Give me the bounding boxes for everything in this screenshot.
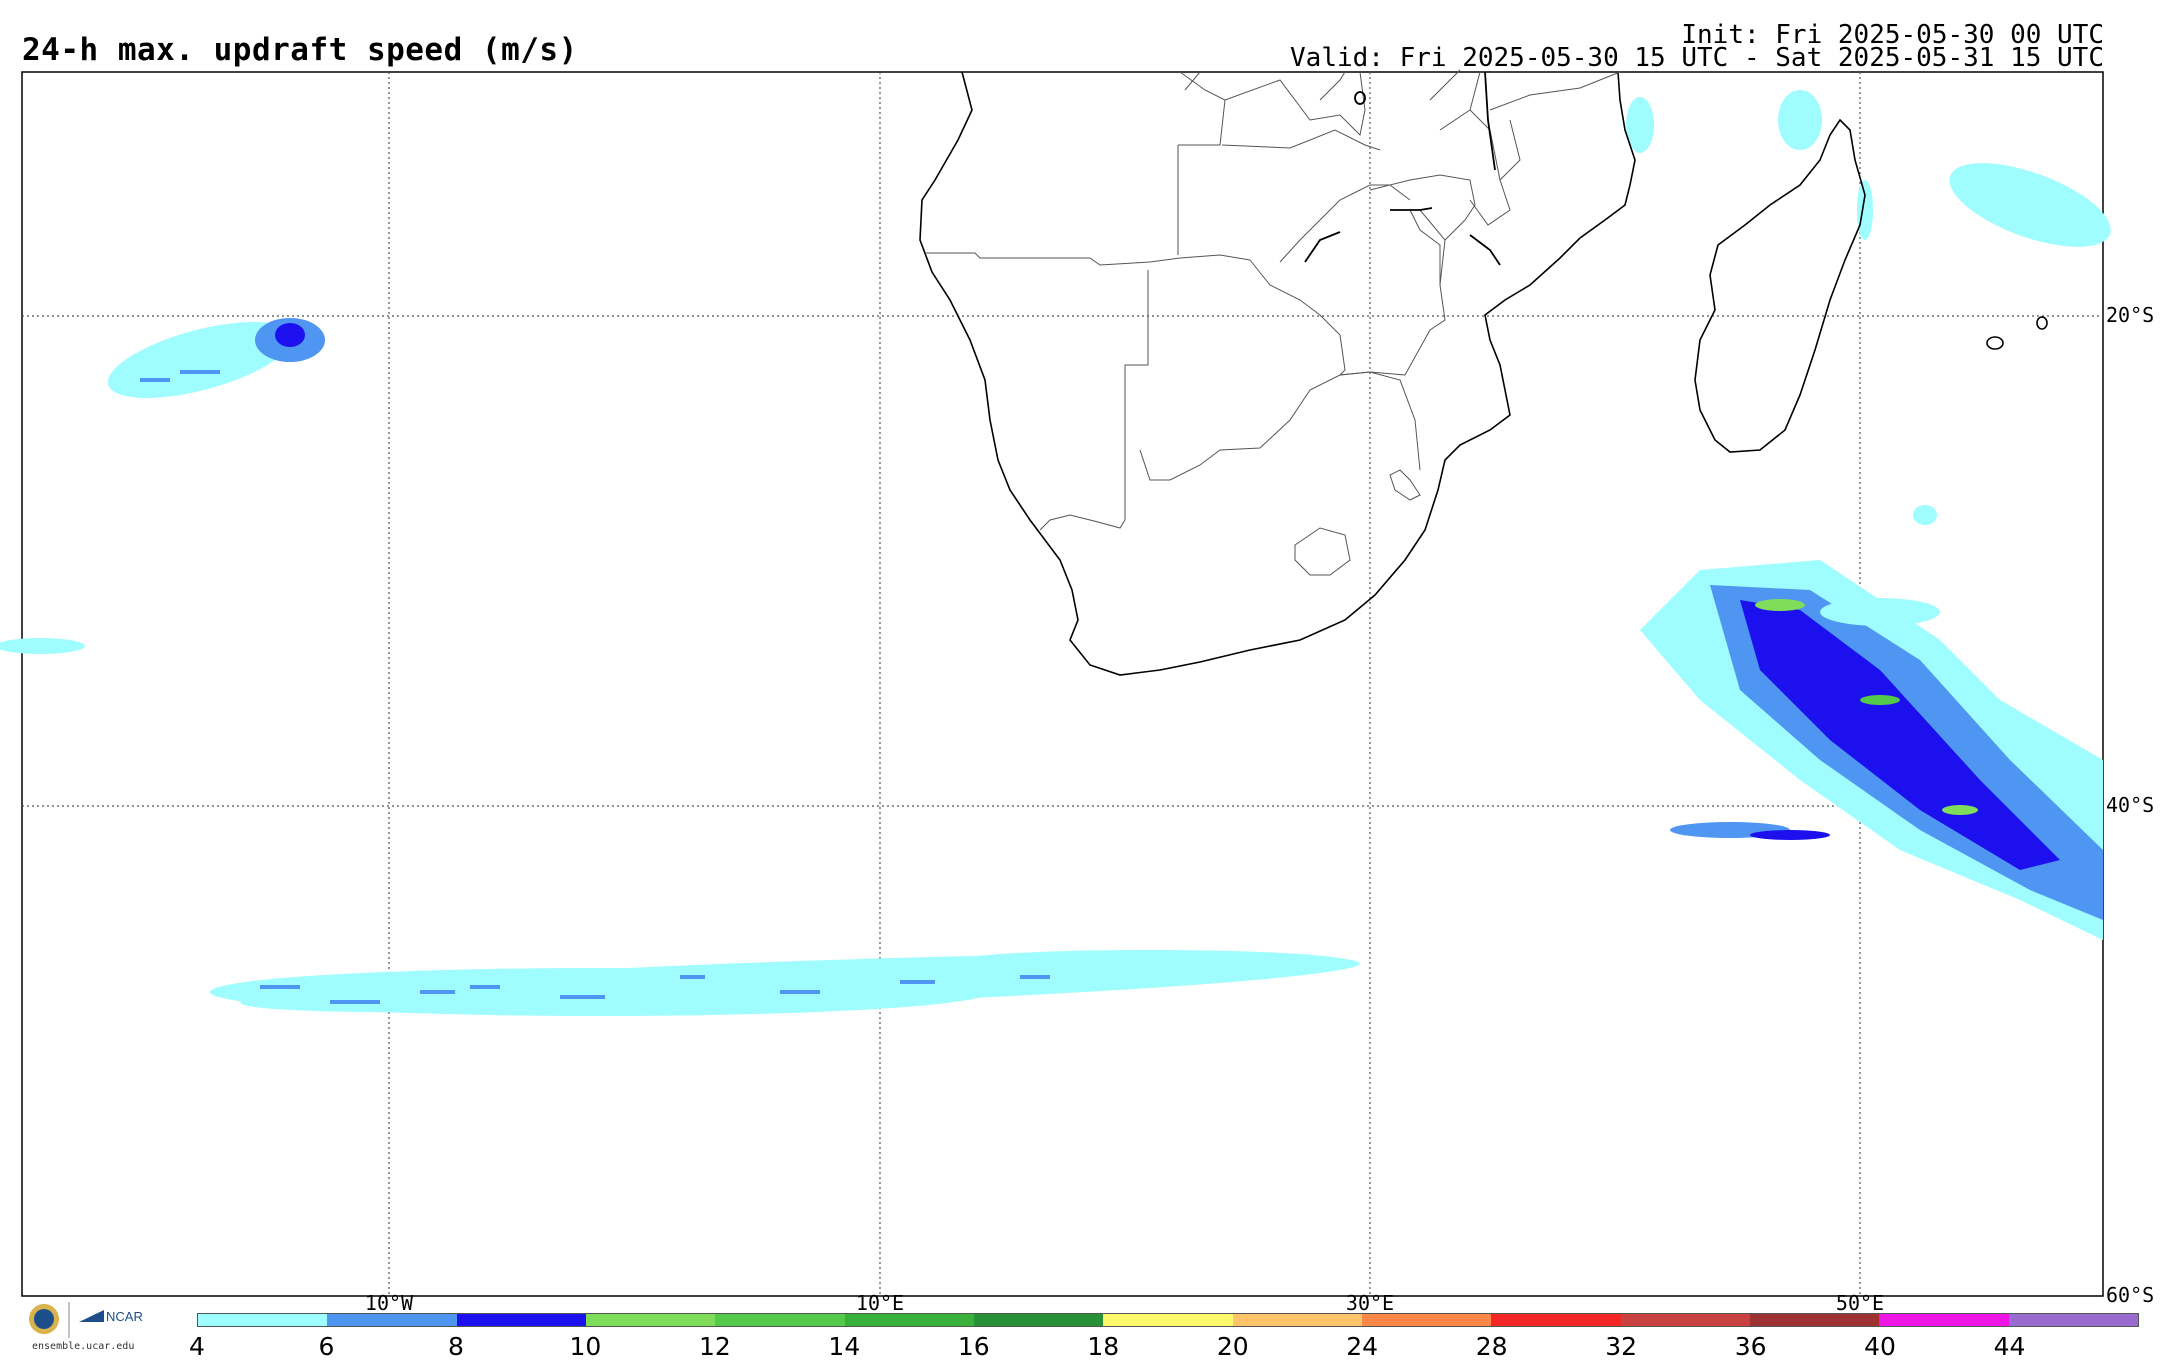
lon-label-30e: 30°E bbox=[1346, 1291, 1394, 1315]
border-malawi bbox=[1429, 69, 1511, 226]
coastlines bbox=[919, 71, 2048, 676]
africa-coast bbox=[919, 71, 1636, 676]
madagascar-coast bbox=[1694, 118, 1866, 453]
updraft-field bbox=[0, 90, 2111, 1016]
border-lake bbox=[1319, 71, 1346, 101]
lake-north bbox=[1354, 91, 1366, 105]
colorbar-swatch bbox=[715, 1314, 845, 1326]
colorbar-swatch bbox=[973, 1314, 1104, 1326]
colorbar-swatch bbox=[1879, 1314, 2009, 1326]
border-botswana-sa bbox=[1139, 371, 1421, 481]
ncar-logo: NCAR bbox=[29, 1302, 143, 1338]
colorbar-swatch bbox=[456, 1314, 586, 1326]
chart-title: 24-h max. updraft speed (m/s) bbox=[22, 32, 578, 68]
lon-label-10w: 10°W bbox=[365, 1291, 414, 1315]
colorbar-tick-label: 16 bbox=[957, 1332, 990, 1361]
colorbar-tick-label: 6 bbox=[318, 1332, 335, 1361]
mauritius-coast bbox=[1986, 336, 2004, 350]
colorbar-tick-label: 24 bbox=[1346, 1332, 1379, 1361]
ncar-wordmark: NCAR bbox=[106, 1309, 143, 1324]
init-time: Init: Fri 2025-05-30 00 UTC bbox=[1681, 20, 2104, 50]
colorbar-swatch bbox=[1491, 1314, 1621, 1326]
updraft-band-se bbox=[1640, 560, 2103, 940]
border-tanzania bbox=[1489, 71, 1621, 181]
colorbar-swatch bbox=[198, 1314, 328, 1326]
border-zimbabwe bbox=[1249, 209, 1446, 376]
border-zambia-west bbox=[1177, 71, 1226, 255]
colorbar-tick-label: 40 bbox=[1864, 1332, 1896, 1361]
border-drc-zambia-north bbox=[1184, 71, 1366, 137]
lake-bangweulu bbox=[1390, 207, 1433, 211]
updraft-cluster-nw bbox=[0, 318, 325, 654]
colorbar-tick-label: 44 bbox=[1993, 1332, 2026, 1361]
colorbar-tick-label: 18 bbox=[1087, 1332, 1120, 1361]
colorbar-tick-label: 8 bbox=[447, 1332, 464, 1361]
country-borders bbox=[925, 69, 1621, 576]
colorbar-tick-label: 28 bbox=[1475, 1332, 1508, 1361]
lake-kariba bbox=[1304, 231, 1341, 263]
colorbar-swatch bbox=[1103, 1314, 1233, 1326]
lat-label-40s: 40°S bbox=[2106, 793, 2154, 817]
colorbar-tick-label: 4 bbox=[189, 1332, 205, 1361]
lake-tanganyika bbox=[1484, 71, 1496, 171]
border-angola-namibia bbox=[925, 252, 1251, 266]
lon-label-50e: 50°E bbox=[1836, 1291, 1884, 1315]
border-namibia-botswana bbox=[1124, 270, 1149, 520]
updraft-band-atlantic-east bbox=[950, 950, 1350, 974]
reunion-coast bbox=[2036, 316, 2048, 330]
border-eswatini bbox=[1389, 469, 1421, 501]
updraft-band-atlantic-cells bbox=[260, 975, 1050, 1004]
colorbar-tick-label: 32 bbox=[1605, 1332, 1638, 1361]
colorbar-tick-label: 12 bbox=[698, 1332, 731, 1361]
border-zambezi bbox=[1279, 184, 1411, 263]
colorbar-tick-label: 20 bbox=[1216, 1332, 1249, 1361]
colorbar-swatch bbox=[2008, 1314, 2138, 1326]
lake-malawi bbox=[1469, 234, 1501, 266]
colorbar-swatch bbox=[1620, 1314, 1750, 1326]
updraft-cluster-ne bbox=[1626, 90, 2111, 525]
colorbar-swatch bbox=[327, 1314, 457, 1326]
border-zambia-drc bbox=[1221, 129, 1381, 151]
colorbar-tick-label: 10 bbox=[569, 1332, 602, 1361]
lat-label-60s: 60°S bbox=[2106, 1283, 2154, 1307]
colorbar-swatch bbox=[1749, 1314, 1880, 1326]
border-lesotho bbox=[1294, 527, 1351, 576]
lat-label-20s: 20°S bbox=[2106, 303, 2154, 327]
ensemble-url: ensemble.ucar.edu bbox=[32, 1341, 135, 1352]
lakes bbox=[1304, 71, 1501, 266]
border-namibia-sa bbox=[1039, 514, 1126, 531]
colorbar-swatch bbox=[1361, 1314, 1492, 1326]
colorbar-swatch bbox=[585, 1314, 716, 1326]
colorbar-tick-label: 36 bbox=[1734, 1332, 1767, 1361]
map-frame bbox=[21, 71, 2104, 1297]
colorbar-swatch bbox=[844, 1314, 974, 1326]
updraft-band-atlantic-core bbox=[210, 968, 990, 1016]
colorbar-swatch bbox=[1232, 1314, 1362, 1326]
border-mozambique bbox=[1369, 174, 1476, 286]
colorbar-tick-label: 14 bbox=[828, 1332, 861, 1361]
lon-label-10e: 10°E bbox=[856, 1291, 904, 1315]
colorbar bbox=[197, 1313, 2139, 1327]
valid-time: Valid: Fri 2025-05-30 15 UTC - Sat 2025-… bbox=[1290, 43, 2104, 73]
